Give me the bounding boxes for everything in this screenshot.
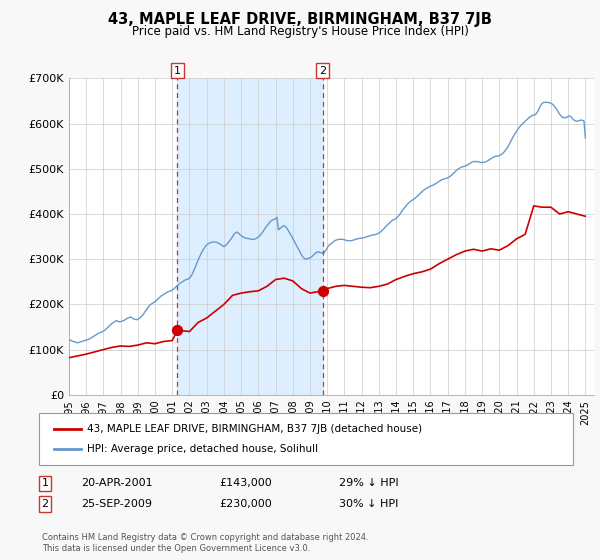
Point <box>173 326 182 335</box>
Text: 2: 2 <box>41 499 49 509</box>
Text: 30% ↓ HPI: 30% ↓ HPI <box>339 499 398 509</box>
Point <box>318 286 328 295</box>
Text: 43, MAPLE LEAF DRIVE, BIRMINGHAM, B37 7JB: 43, MAPLE LEAF DRIVE, BIRMINGHAM, B37 7J… <box>108 12 492 27</box>
Text: Price paid vs. HM Land Registry's House Price Index (HPI): Price paid vs. HM Land Registry's House … <box>131 25 469 38</box>
Text: £230,000: £230,000 <box>219 499 272 509</box>
Text: 1: 1 <box>174 66 181 76</box>
Text: HPI: Average price, detached house, Solihull: HPI: Average price, detached house, Soli… <box>87 444 318 454</box>
Text: 25-SEP-2009: 25-SEP-2009 <box>81 499 152 509</box>
Bar <box>178 78 323 395</box>
Text: 20-APR-2001: 20-APR-2001 <box>81 478 152 488</box>
Text: £143,000: £143,000 <box>219 478 272 488</box>
Text: 43, MAPLE LEAF DRIVE, BIRMINGHAM, B37 7JB (detached house): 43, MAPLE LEAF DRIVE, BIRMINGHAM, B37 7J… <box>87 424 422 434</box>
Text: 29% ↓ HPI: 29% ↓ HPI <box>339 478 398 488</box>
Text: Contains HM Land Registry data © Crown copyright and database right 2024.
This d: Contains HM Land Registry data © Crown c… <box>42 533 368 553</box>
Text: 2: 2 <box>319 66 326 76</box>
Text: 1: 1 <box>41 478 49 488</box>
